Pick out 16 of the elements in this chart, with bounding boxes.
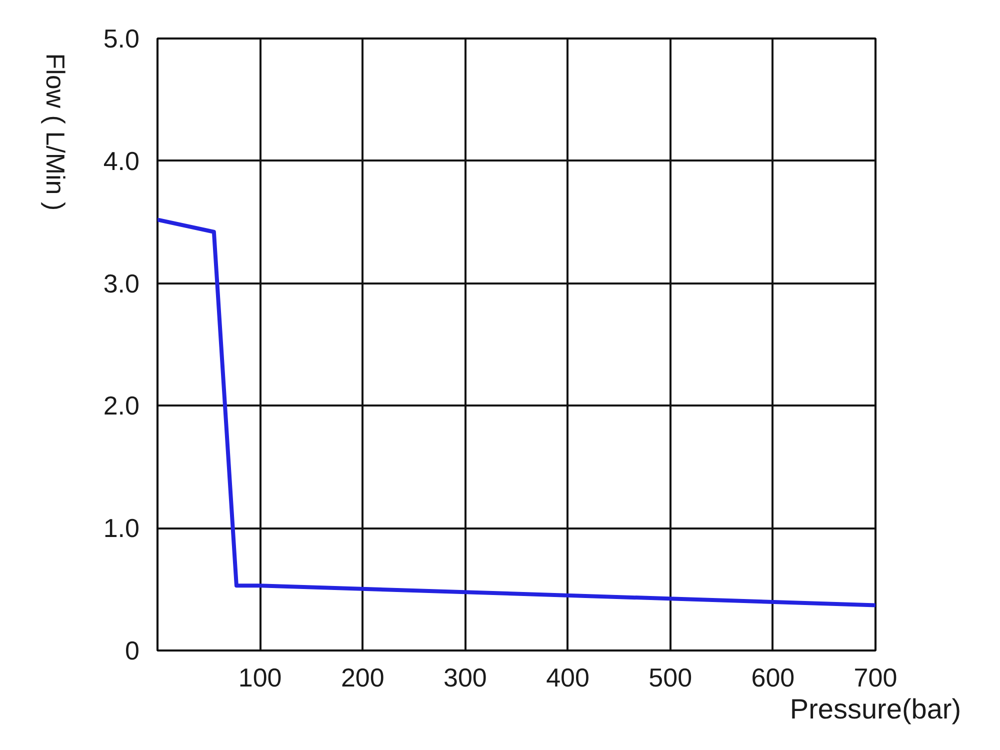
x-axis-title: Pressure(bar)	[790, 694, 962, 724]
y-tick-label: 1.0	[103, 513, 140, 544]
y-tick-label: 0	[125, 636, 140, 666]
x-tick-label: 400	[546, 662, 590, 692]
y-tick-label: 2.0	[103, 390, 140, 421]
x-tick-label: 300	[444, 662, 487, 692]
y-tick-label: 3.0	[103, 268, 140, 298]
x-tick-label: 600	[751, 662, 795, 692]
x-tick-label: 200	[340, 662, 384, 692]
x-tick-label: 100	[238, 662, 282, 692]
x-tick-label: 700	[854, 662, 898, 692]
y-tick-label: 4.0	[103, 146, 140, 176]
y-axis-title: Flow ( L/Min )	[40, 53, 70, 211]
line-series	[158, 218, 876, 608]
x-tick-label: 500	[648, 662, 692, 692]
y-tick-label: 5.0	[103, 24, 140, 54]
